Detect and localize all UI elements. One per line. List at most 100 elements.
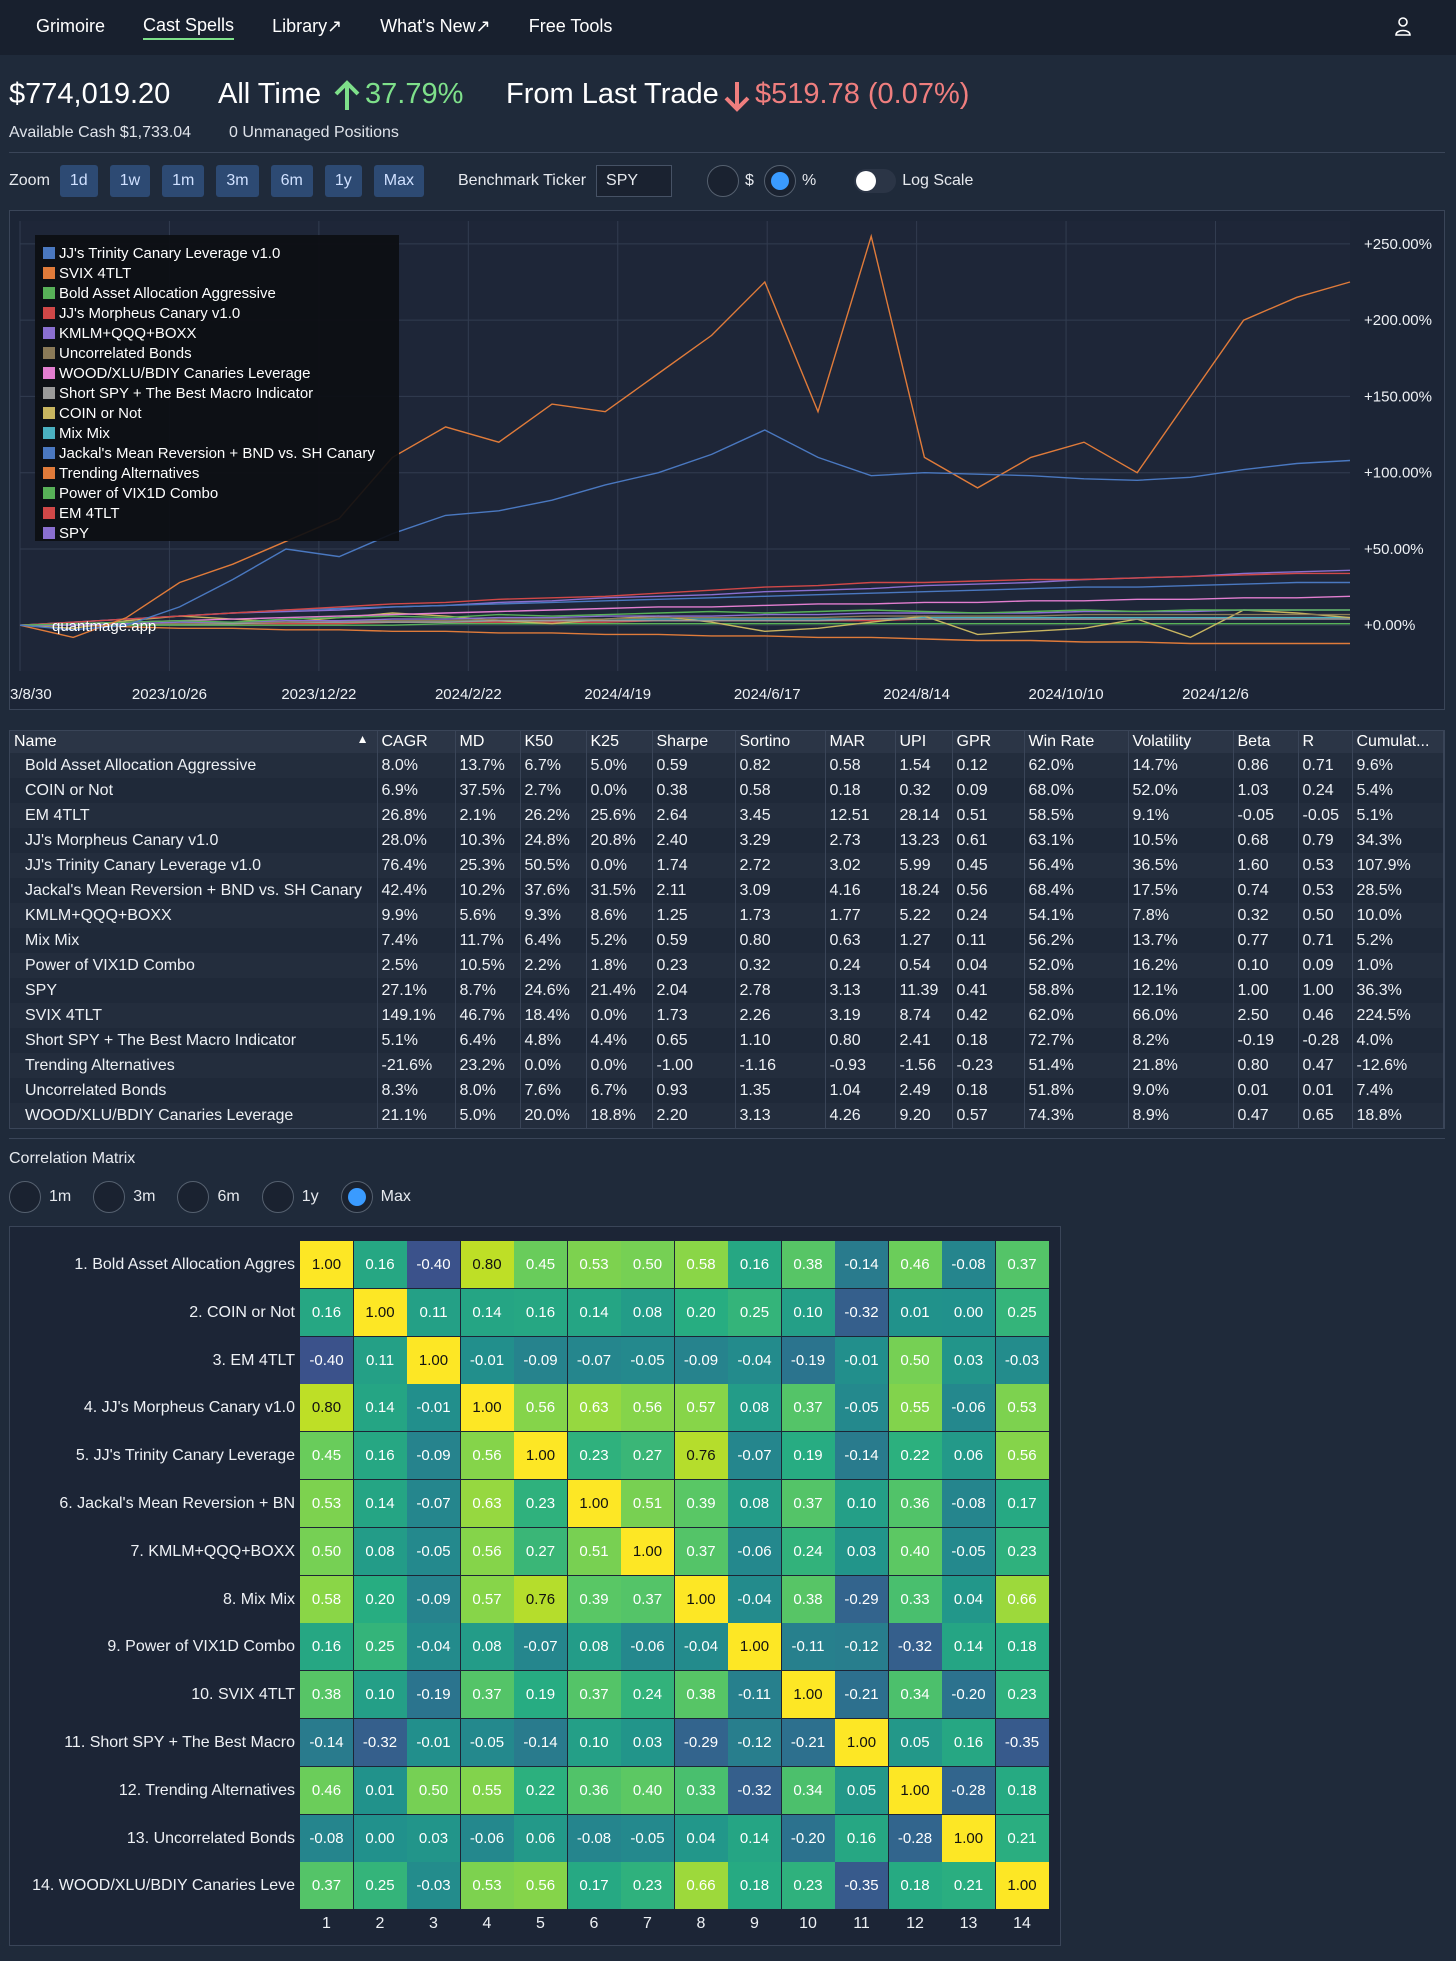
unmanaged-positions[interactable]: 0 Unmanaged Positions xyxy=(229,124,399,141)
matrix-cell[interactable]: 0.00 xyxy=(942,1288,995,1336)
matrix-cell[interactable]: 0.37 xyxy=(781,1480,835,1527)
matrix-cell[interactable]: 0.33 xyxy=(888,1575,942,1623)
matrix-cell[interactable]: 0.25 xyxy=(728,1288,781,1336)
mode-percent-radio[interactable] xyxy=(763,165,796,197)
column-header[interactable]: R xyxy=(1298,731,1353,753)
zoom-1m-button[interactable]: 1m xyxy=(162,165,205,197)
legend-item[interactable]: KMLM+QQQ+BOXX xyxy=(43,323,399,343)
matrix-cell[interactable]: 0.03 xyxy=(835,1527,888,1575)
matrix-cell[interactable]: -0.05 xyxy=(621,1814,674,1862)
matrix-cell[interactable]: 1.00 xyxy=(460,1384,514,1432)
legend-item[interactable]: Bold Asset Allocation Aggressive xyxy=(43,283,399,303)
matrix-cell[interactable]: 0.08 xyxy=(567,1623,621,1671)
matrix-cell[interactable]: -0.06 xyxy=(621,1623,674,1671)
nav-grimoire[interactable]: Grimoire xyxy=(36,16,106,36)
matrix-cell[interactable]: 0.18 xyxy=(995,1623,1049,1671)
matrix-cell[interactable]: -0.07 xyxy=(407,1480,460,1527)
matrix-cell[interactable]: 0.24 xyxy=(621,1671,674,1719)
matrix-cell[interactable]: 0.16 xyxy=(514,1288,567,1336)
zoom-1d-button[interactable]: 1d xyxy=(59,165,98,197)
legend-item[interactable]: SPY xyxy=(43,523,399,543)
legend-item[interactable]: Trending Alternatives xyxy=(43,463,399,483)
matrix-cell[interactable]: 0.46 xyxy=(300,1766,353,1814)
matrix-cell[interactable]: 0.10 xyxy=(835,1480,888,1527)
matrix-cell[interactable]: 0.06 xyxy=(514,1814,567,1862)
matrix-cell[interactable]: 0.51 xyxy=(567,1527,621,1575)
matrix-cell[interactable]: 0.57 xyxy=(460,1575,514,1623)
matrix-cell[interactable]: -0.09 xyxy=(674,1336,728,1384)
matrix-cell[interactable]: 0.23 xyxy=(567,1432,621,1480)
table-row[interactable]: Mix Mix 7.4% 11.7% 6.4% 5.2% 0.59 0.80 0.63 1.27… xyxy=(10,928,1444,953)
nav-whats-new[interactable]: What's New↗ xyxy=(380,16,491,36)
matrix-cell[interactable]: -0.05 xyxy=(621,1336,674,1384)
matrix-cell[interactable]: -0.09 xyxy=(514,1336,567,1384)
matrix-cell[interactable]: 0.37 xyxy=(460,1671,514,1719)
matrix-cell[interactable]: 1.00 xyxy=(514,1432,567,1480)
matrix-cell[interactable]: -0.12 xyxy=(835,1623,888,1671)
matrix-cell[interactable]: 0.45 xyxy=(514,1241,567,1288)
legend-item[interactable]: COIN or Not xyxy=(43,403,399,423)
matrix-cell[interactable]: 0.36 xyxy=(567,1766,621,1814)
matrix-cell[interactable]: 0.24 xyxy=(781,1527,835,1575)
matrix-cell[interactable]: -0.01 xyxy=(835,1336,888,1384)
matrix-cell[interactable]: 1.00 xyxy=(621,1527,674,1575)
log-scale-toggle[interactable] xyxy=(854,169,897,193)
matrix-cell[interactable]: -0.06 xyxy=(460,1814,514,1862)
matrix-cell[interactable]: -0.20 xyxy=(942,1671,995,1719)
matrix-cell[interactable]: -0.03 xyxy=(407,1862,460,1910)
matrix-cell[interactable]: -0.11 xyxy=(781,1623,835,1671)
matrix-cell[interactable]: 1.00 xyxy=(781,1671,835,1719)
matrix-cell[interactable]: 0.53 xyxy=(300,1480,353,1527)
matrix-cell[interactable]: -0.11 xyxy=(728,1671,781,1719)
matrix-cell[interactable]: -0.07 xyxy=(567,1336,621,1384)
matrix-cell[interactable]: 0.66 xyxy=(674,1862,728,1910)
matrix-cell[interactable]: 0.16 xyxy=(353,1432,407,1480)
legend-item[interactable]: Mix Mix xyxy=(43,423,399,443)
matrix-cell[interactable]: 0.37 xyxy=(621,1575,674,1623)
matrix-cell[interactable]: 0.25 xyxy=(995,1288,1049,1336)
matrix-cell[interactable]: -0.04 xyxy=(728,1336,781,1384)
matrix-cell[interactable]: -0.07 xyxy=(728,1432,781,1480)
matrix-cell[interactable]: 0.34 xyxy=(888,1671,942,1719)
matrix-cell[interactable]: 0.08 xyxy=(460,1623,514,1671)
matrix-cell[interactable]: 1.00 xyxy=(728,1623,781,1671)
matrix-cell[interactable]: 0.14 xyxy=(460,1288,514,1336)
matrix-cell[interactable]: 0.39 xyxy=(674,1480,728,1527)
matrix-cell[interactable]: 0.18 xyxy=(995,1766,1049,1814)
nav-cast-spells[interactable]: Cast Spells xyxy=(143,15,235,40)
matrix-cell[interactable]: 0.06 xyxy=(942,1432,995,1480)
table-row[interactable]: Jackal's Mean Reversion + BND vs. SH Can… xyxy=(10,878,1444,903)
matrix-cell[interactable]: 0.23 xyxy=(995,1527,1049,1575)
matrix-cell[interactable]: -0.05 xyxy=(407,1527,460,1575)
matrix-cell[interactable]: 0.22 xyxy=(514,1766,567,1814)
matrix-cell[interactable]: 0.23 xyxy=(781,1862,835,1910)
matrix-cell[interactable]: 0.17 xyxy=(567,1862,621,1910)
matrix-cell[interactable]: 1.00 xyxy=(995,1862,1049,1910)
table-row[interactable]: Uncorrelated Bonds 8.3% 8.0% 7.6% 6.7% 0.93 1.… xyxy=(10,1078,1444,1103)
matrix-cell[interactable]: 0.56 xyxy=(460,1527,514,1575)
column-header[interactable]: Volatility xyxy=(1128,731,1234,753)
matrix-cell[interactable]: 0.01 xyxy=(888,1288,942,1336)
matrix-cell[interactable]: -0.14 xyxy=(835,1241,888,1288)
matrix-cell[interactable]: -0.32 xyxy=(835,1288,888,1336)
matrix-cell[interactable]: 0.50 xyxy=(621,1241,674,1288)
column-header[interactable]: MD xyxy=(455,731,521,753)
matrix-cell[interactable]: 0.23 xyxy=(621,1862,674,1910)
matrix-cell[interactable]: 0.21 xyxy=(995,1814,1049,1862)
mode-dollar-radio[interactable] xyxy=(707,165,740,197)
matrix-cell[interactable]: 0.03 xyxy=(407,1814,460,1862)
matrix-cell[interactable]: 0.14 xyxy=(942,1623,995,1671)
matrix-cell[interactable]: 0.23 xyxy=(514,1480,567,1527)
corr-1y-radio[interactable] xyxy=(261,1181,294,1213)
matrix-cell[interactable]: 0.39 xyxy=(567,1575,621,1623)
matrix-cell[interactable]: 0.03 xyxy=(621,1719,674,1766)
matrix-cell[interactable]: 0.50 xyxy=(407,1766,460,1814)
matrix-cell[interactable]: 0.56 xyxy=(995,1432,1049,1480)
legend-item[interactable]: Power of VIX1D Combo xyxy=(43,483,399,503)
matrix-cell[interactable]: -0.28 xyxy=(942,1766,995,1814)
matrix-cell[interactable]: -0.07 xyxy=(514,1623,567,1671)
matrix-cell[interactable]: 0.40 xyxy=(621,1766,674,1814)
matrix-cell[interactable]: -0.21 xyxy=(835,1671,888,1719)
matrix-cell[interactable]: -0.08 xyxy=(942,1241,995,1288)
matrix-cell[interactable]: -0.04 xyxy=(674,1623,728,1671)
